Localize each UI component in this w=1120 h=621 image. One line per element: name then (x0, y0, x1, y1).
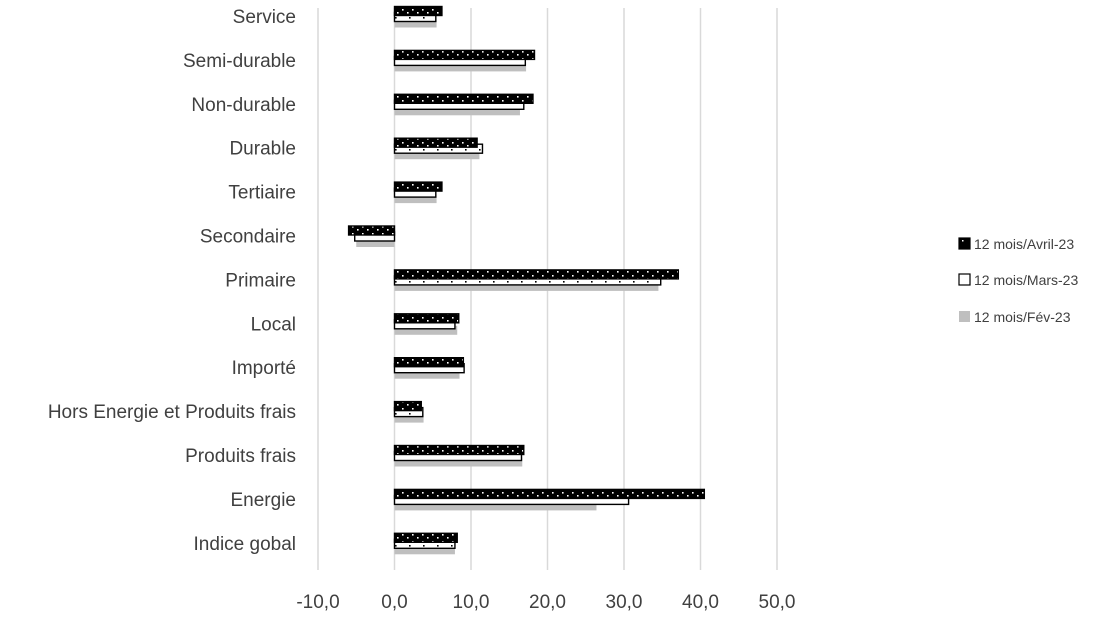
bar-series-1-3 (393, 137, 478, 148)
category-label: Primaire (225, 270, 296, 291)
category-label: Tertiaire (228, 183, 296, 204)
bar-series-3-11 (394, 501, 597, 511)
bar-series-3-3 (394, 150, 480, 160)
x-tick-label: 0,0 (381, 592, 407, 613)
category-label: Non-durable (191, 95, 296, 116)
category-label: Indice gobal (194, 534, 296, 555)
legend-swatch-3 (959, 311, 970, 322)
legend-swatch-1 (958, 237, 971, 250)
bars (347, 5, 706, 555)
category-label: Hors Energie et Produits frais (48, 402, 296, 423)
bar-series-3-2 (394, 106, 520, 116)
bar-series-1-9 (393, 400, 422, 412)
bar-series-3-0 (394, 18, 437, 28)
category-label: Importé (232, 358, 296, 379)
bar-series-1-8 (393, 357, 465, 368)
bar-series-1-0 (393, 5, 443, 17)
legend-label: 12 mois/Fév-23 (974, 309, 1071, 325)
legend-swatch-dot (962, 240, 964, 242)
bar-series-1-2 (393, 93, 534, 105)
bar-series-3-9 (394, 413, 424, 423)
category-label: Local (251, 314, 296, 335)
bar-series-1-4 (393, 181, 443, 192)
bar-series-3-5 (356, 238, 395, 247)
x-tick-label: -10,0 (296, 592, 339, 613)
legend-swatch-2 (958, 273, 971, 286)
category-label: Energie (231, 490, 297, 511)
x-tick-label: 10,0 (453, 592, 490, 613)
x-tick-label: 20,0 (529, 592, 566, 613)
category-label: Produits frais (185, 446, 296, 467)
legend-label: 12 mois/Mars-23 (974, 272, 1078, 288)
bar-series-3-6 (394, 281, 659, 291)
category-label: Durable (229, 139, 296, 160)
bar-series-3-10 (394, 457, 523, 467)
legend-label: 12 mois/Avril-23 (974, 236, 1074, 252)
bar-series-1-10 (393, 444, 525, 456)
x-tick-label: 50,0 (759, 592, 796, 613)
category-labels: Service Semi-durable Non-durable Durable Ter… (48, 7, 296, 555)
category-label: Secondaire (200, 227, 296, 248)
bar-series-3-7 (394, 325, 458, 335)
bar-series-3-4 (394, 194, 437, 204)
bar-series-1-7 (393, 313, 460, 324)
x-tick-label: 40,0 (682, 592, 719, 613)
legend: 12 mois/Avril-23 12 mois/Mars-23 12 mois/F… (958, 236, 1078, 325)
category-label: Semi-durable (183, 51, 296, 72)
bar-series-1-12 (393, 532, 458, 543)
bar-series-1-6 (393, 269, 680, 280)
bar-series-1-11 (393, 488, 706, 500)
bar-series-3-1 (394, 62, 527, 72)
bar-series-1-1 (393, 49, 536, 61)
bar-series-3-8 (394, 369, 460, 379)
bar-series-3-12 (394, 545, 455, 555)
bar-series-1-5 (347, 225, 396, 236)
x-tick-label: 30,0 (606, 592, 643, 613)
x-axis-tick-labels: -10,0 0,0 10,0 20,0 30,0 40,0 50,0 (296, 592, 795, 613)
category-label: Service (233, 7, 296, 28)
